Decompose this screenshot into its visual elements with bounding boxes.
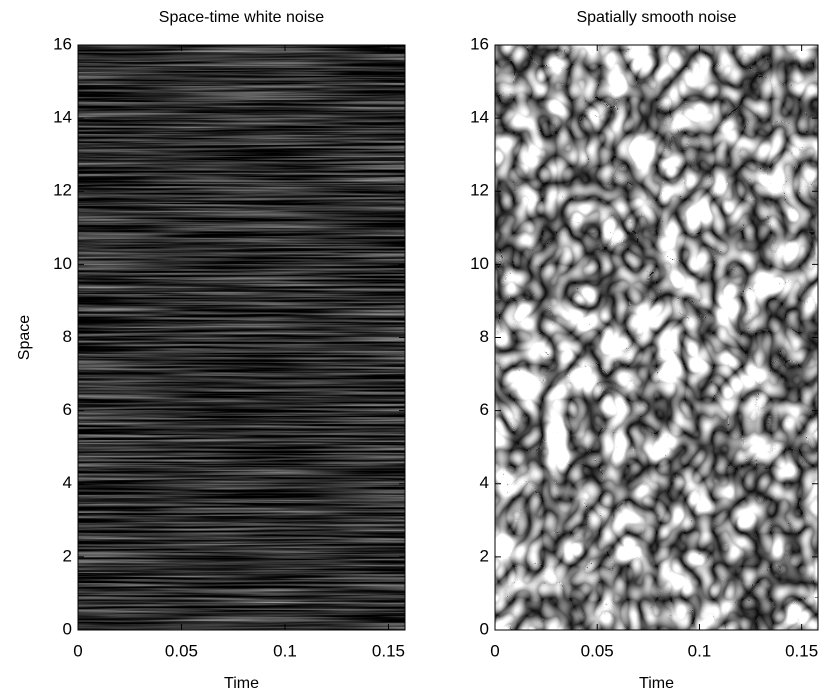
y-tick-label: 10	[470, 254, 489, 273]
x-tick-label: 0.15	[785, 641, 818, 660]
noise-image	[495, 45, 818, 630]
y-tick-label: 6	[63, 400, 72, 419]
y-axis-label: Space	[16, 315, 33, 360]
y-tick-label: 0	[63, 619, 72, 638]
x-tick-label: 0.05	[165, 641, 198, 660]
y-tick-label: 6	[480, 400, 489, 419]
y-tick-label: 8	[480, 327, 489, 346]
x-tick-label: 0	[490, 641, 499, 660]
y-tick-label: 14	[53, 108, 72, 127]
x-axis-label: Time	[639, 675, 674, 692]
y-tick-label: 4	[63, 473, 72, 492]
y-tick-label: 10	[53, 254, 72, 273]
noise-image	[78, 45, 405, 630]
y-tick-label: 14	[470, 108, 489, 127]
y-tick-label: 16	[470, 34, 489, 53]
x-axis-label: Time	[224, 675, 259, 692]
x-tick-label: 0.15	[372, 641, 405, 660]
y-tick-label: 8	[63, 327, 72, 346]
y-tick-label: 12	[470, 181, 489, 200]
y-tick-label: 12	[53, 181, 72, 200]
y-tick-label: 4	[480, 473, 489, 492]
y-tick-label: 16	[53, 34, 72, 53]
chart-title: Space-time white noise	[159, 9, 325, 26]
x-tick-label: 0	[73, 641, 82, 660]
y-tick-label: 2	[480, 546, 489, 565]
x-tick-label: 0.05	[581, 641, 614, 660]
y-tick-label: 0	[480, 619, 489, 638]
x-tick-label: 0.1	[273, 641, 297, 660]
y-tick-label: 2	[63, 546, 72, 565]
chart-title: Spatially smooth noise	[576, 9, 736, 26]
x-tick-label: 0.1	[688, 641, 712, 660]
